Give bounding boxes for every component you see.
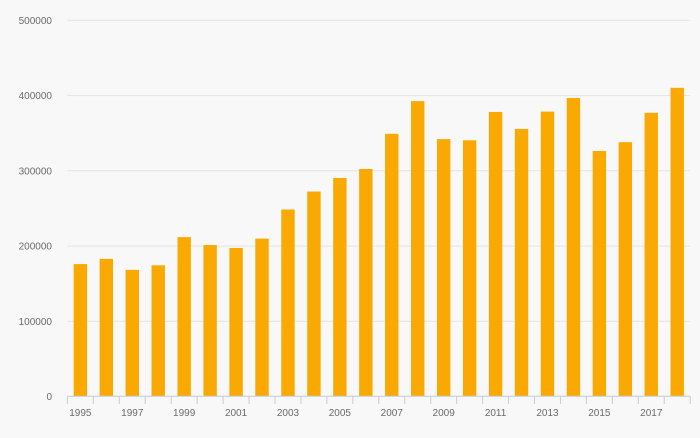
svg-text:300000: 300000: [19, 166, 53, 177]
svg-text:2003: 2003: [277, 408, 300, 419]
svg-text:1999: 1999: [173, 408, 196, 419]
svg-text:2017: 2017: [640, 408, 663, 419]
svg-text:2005: 2005: [329, 408, 352, 419]
svg-text:2013: 2013: [536, 408, 559, 419]
svg-text:2001: 2001: [225, 408, 248, 419]
svg-text:400000: 400000: [19, 91, 53, 102]
svg-text:2015: 2015: [588, 408, 611, 419]
svg-text:2009: 2009: [433, 408, 456, 419]
svg-text:200000: 200000: [19, 242, 53, 253]
svg-text:1995: 1995: [69, 408, 92, 419]
svg-text:500000: 500000: [19, 16, 53, 27]
svg-text:1997: 1997: [121, 408, 144, 419]
svg-text:100000: 100000: [19, 317, 53, 328]
svg-text:2011: 2011: [485, 408, 507, 419]
svg-text:2007: 2007: [381, 408, 404, 419]
svg-text:0: 0: [46, 392, 52, 403]
